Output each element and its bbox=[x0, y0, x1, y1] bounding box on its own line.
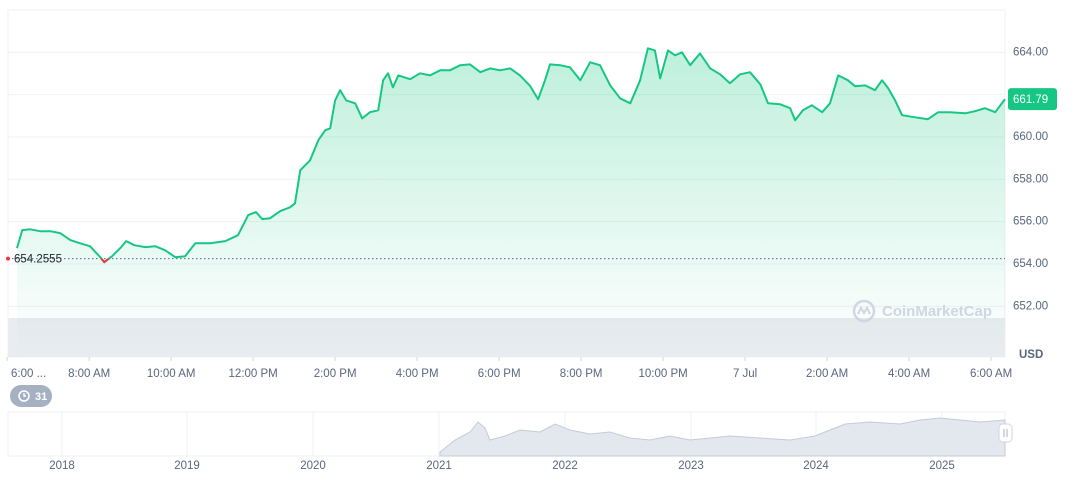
navigator-label: 2018 bbox=[49, 460, 75, 472]
price-line bbox=[16, 47, 1006, 264]
x-tick-label: 4:00 PM bbox=[396, 368, 439, 380]
x-tick-label: 10:00 AM bbox=[147, 368, 196, 380]
navigator-label: 2024 bbox=[803, 460, 829, 472]
x-tick-label: 4:00 AM bbox=[888, 368, 930, 380]
navigator-label: 2022 bbox=[552, 460, 578, 472]
price-area bbox=[17, 48, 1005, 358]
x-tick-label: 6:00 AM bbox=[970, 368, 1012, 380]
navigator-label: 2020 bbox=[300, 460, 326, 472]
x-tick-label: 6:00 ... bbox=[11, 368, 46, 380]
y-tick-label: 664.00 bbox=[1013, 46, 1048, 58]
navigator-label: 2021 bbox=[426, 460, 452, 472]
x-tick-label: 8:00 PM bbox=[560, 368, 603, 380]
x-tick-label: 2:00 AM bbox=[806, 368, 848, 380]
x-tick-label: 12:00 PM bbox=[229, 368, 278, 380]
x-tick-label: 7 Jul bbox=[733, 368, 757, 380]
baseline-label: 654.2555 bbox=[14, 254, 62, 266]
currency-label: USD bbox=[1019, 349, 1043, 361]
watermark: CoinMarketCap bbox=[852, 299, 992, 323]
navigator-label: 2023 bbox=[678, 460, 704, 472]
range-badge[interactable]: 31 bbox=[10, 385, 52, 407]
y-tick-label: 660.00 bbox=[1013, 131, 1048, 143]
x-tick-label: 2:00 PM bbox=[314, 368, 357, 380]
baseline-dot bbox=[6, 256, 10, 261]
range-badge-text: 31 bbox=[35, 391, 47, 403]
x-tick-label: 6:00 PM bbox=[478, 368, 521, 380]
navigator[interactable] bbox=[7, 411, 1013, 457]
y-tick-label: 654.00 bbox=[1013, 258, 1048, 270]
current-price-badge bbox=[1008, 88, 1057, 111]
current-price-label: 661.79 bbox=[1013, 94, 1048, 106]
y-tick-label: 652.00 bbox=[1013, 300, 1048, 312]
navigator-label: 2019 bbox=[174, 460, 200, 472]
navigator-label: 2025 bbox=[929, 460, 955, 472]
nav-area bbox=[439, 417, 1006, 457]
x-tick-label: 10:00 PM bbox=[638, 368, 687, 380]
watermark-text: CoinMarketCap bbox=[882, 303, 992, 320]
x-tick-label: 8:00 AM bbox=[68, 368, 110, 380]
nav-handle[interactable] bbox=[998, 423, 1013, 443]
y-tick-label: 658.00 bbox=[1013, 173, 1048, 185]
y-tick-label: 656.00 bbox=[1013, 216, 1048, 228]
